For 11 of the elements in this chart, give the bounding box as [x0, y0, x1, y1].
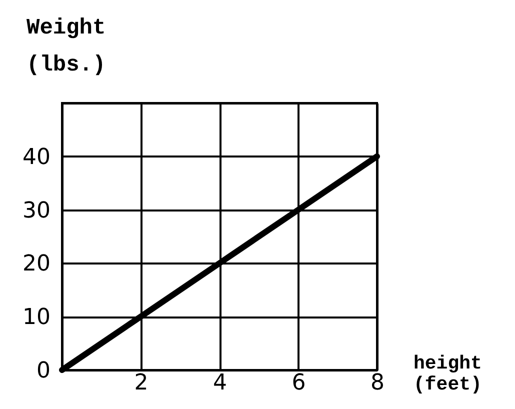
y-tick-label: 20	[22, 252, 50, 277]
x-tick-label: 8	[370, 370, 384, 396]
x-tick-label: 6	[292, 370, 306, 396]
x-tick-label: 4	[213, 370, 227, 396]
y-tick-label: 40	[22, 144, 50, 170]
x-axis-title: height (feet)	[414, 352, 482, 396]
y-axis-title: Weight (lbs.)	[26, 16, 106, 78]
x-tick-label: 2	[134, 370, 148, 396]
y-tick-label: 10	[22, 305, 50, 330]
y-tick-label: 30	[22, 198, 50, 224]
y-tick-label: 0	[36, 358, 50, 384]
